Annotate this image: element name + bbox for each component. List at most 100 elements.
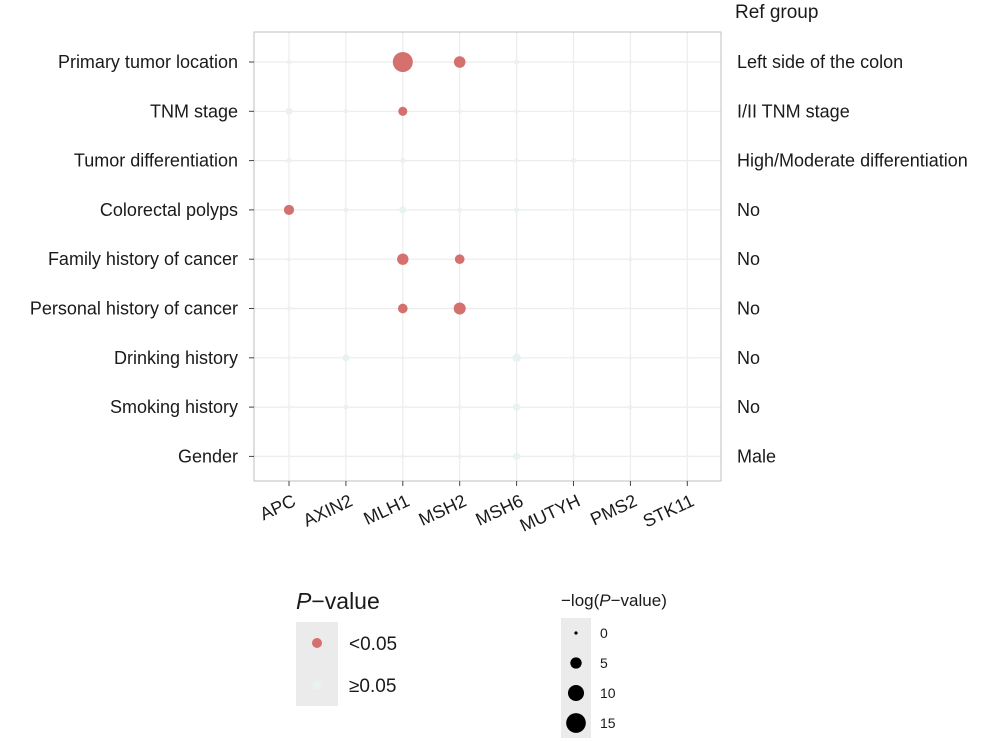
point-axin2-primary-tumor-location: [344, 60, 348, 64]
point-mutyh-gender: [571, 454, 576, 459]
point-stk11-tnm-stage: [685, 109, 689, 113]
ref-group-label-primary-tumor-location: Left side of the colon: [737, 52, 903, 72]
point-msh2-primary-tumor-location: [453, 56, 466, 68]
point-axin2-family-history-of-cancer: [344, 257, 348, 261]
ref-group-label-family-history-of-cancer: No: [737, 249, 760, 269]
point-pms2-family-history-of-cancer: [628, 257, 633, 262]
ref-group-header: Ref group: [735, 2, 818, 23]
point-mlh1-gender: [400, 454, 405, 459]
point-msh2-gender: [457, 454, 462, 459]
point-msh2-tumor-differentiation: [458, 159, 462, 163]
point-mutyh-drinking-history: [572, 356, 575, 360]
y-tick-label-tnm-stage: TNM stage: [150, 101, 238, 121]
legend-p-value-title-italic: P: [296, 588, 312, 614]
legend-p-value-swatch: [312, 638, 322, 648]
legend-size-label: 5: [600, 655, 608, 671]
y-tick-label-colorectal-polyps: Colorectal polyps: [100, 200, 238, 220]
legend-p-value-label: <0.05: [349, 634, 397, 655]
point-pms2-tumor-differentiation: [628, 159, 632, 163]
legend-p-value-keys: <0.05 ≥0.05: [296, 622, 397, 706]
point-axin2-gender: [344, 454, 348, 458]
point-mutyh-family-history-of-cancer: [572, 257, 575, 261]
point-pms2-personal-history-of-cancer: [628, 307, 632, 310]
point-mlh1-primary-tumor-location: [392, 52, 413, 72]
legend-size-swatch: [570, 657, 582, 669]
point-mutyh-tnm-stage: [572, 109, 575, 113]
point-mlh1-personal-history-of-cancer: [397, 303, 408, 314]
point-msh6-colorectal-polyps: [514, 207, 520, 213]
x-tick-label-mlh1: MLH1: [361, 490, 413, 528]
y-tick-label-primary-tumor-location: Primary tumor location: [58, 52, 238, 72]
point-axin2-colorectal-polyps: [343, 207, 349, 213]
point-pms2-colorectal-polyps: [628, 208, 632, 212]
grid-layer: [254, 32, 721, 481]
point-apc-family-history-of-cancer: [287, 257, 291, 262]
point-msh6-drinking-history: [512, 353, 521, 363]
y-tick-label-family-history-of-cancer: Family history of cancer: [48, 249, 238, 269]
point-msh6-tumor-differentiation: [514, 158, 519, 163]
y-tick-label-drinking-history: Drinking history: [114, 348, 238, 368]
legend-size-title-pre: −log(: [561, 591, 600, 610]
point-mutyh-personal-history-of-cancer: [572, 307, 575, 310]
point-msh2-smoking-history: [457, 405, 462, 410]
x-tick-label-stk11: STK11: [640, 490, 697, 531]
x-tick-label-mutyh: MUTYH: [517, 490, 583, 535]
legend-size-swatch: [566, 713, 586, 733]
point-mlh1-family-history-of-cancer: [397, 253, 409, 265]
tick-layer: [249, 61, 688, 486]
legend-p-value-swatch: [312, 680, 322, 690]
point-mlh1-tnm-stage: [398, 106, 408, 116]
point-mlh1-smoking-history: [401, 405, 405, 409]
point-msh2-personal-history-of-cancer: [453, 302, 466, 315]
point-stk11-smoking-history: [685, 405, 689, 409]
point-apc-smoking-history: [287, 405, 291, 410]
legend-size-title-post: −value): [611, 591, 667, 610]
ref-group-label-smoking-history: No: [737, 397, 760, 417]
x-tick-label-msh6: MSH6: [473, 490, 527, 529]
point-stk11-personal-history-of-cancer: [685, 307, 689, 310]
point-stk11-family-history-of-cancer: [685, 257, 689, 261]
legend-size-swatch: [567, 684, 585, 702]
point-apc-tumor-differentiation: [286, 158, 292, 164]
point-apc-primary-tumor-location: [286, 59, 292, 65]
ref-group-label-colorectal-polyps: No: [737, 200, 760, 220]
x-tick-label-pms2: PMS2: [587, 490, 640, 529]
point-msh2-drinking-history: [458, 356, 462, 360]
point-apc-personal-history-of-cancer: [287, 306, 291, 311]
point-mutyh-colorectal-polyps: [572, 208, 575, 212]
point-stk11-colorectal-polyps: [685, 208, 689, 212]
ref-group-label-tnm-stage: I/II TNM stage: [737, 101, 850, 121]
ref-group-label-personal-history-of-cancer: No: [737, 299, 760, 319]
point-msh2-colorectal-polyps: [457, 207, 462, 213]
point-pms2-smoking-history: [628, 405, 633, 410]
point-msh6-tnm-stage: [514, 109, 519, 114]
legend-size-label: 10: [600, 685, 616, 701]
legend-size-label: 0: [600, 625, 608, 641]
point-stk11-tumor-differentiation: [685, 159, 689, 163]
point-axin2-smoking-history: [343, 404, 349, 410]
ref-group-label-gender: Male: [737, 446, 776, 466]
point-msh6-family-history-of-cancer: [515, 257, 519, 261]
point-axin2-drinking-history: [342, 354, 350, 362]
point-apc-tnm-stage: [285, 107, 293, 115]
ref-group-label-tumor-differentiation: High/Moderate differentiation: [737, 151, 968, 171]
y-tick-label-smoking-history: Smoking history: [110, 397, 238, 417]
point-stk11-drinking-history: [685, 356, 689, 360]
y-tick-label-gender: Gender: [178, 446, 238, 466]
point-mutyh-tumor-differentiation: [570, 158, 577, 164]
point-msh6-personal-history-of-cancer: [515, 307, 519, 310]
y-tick-label-personal-history-of-cancer: Personal history of cancer: [30, 299, 238, 319]
point-apc-gender: [287, 454, 291, 458]
legend-p-value-label: ≥0.05: [349, 676, 396, 697]
point-mutyh-primary-tumor-location: [572, 60, 575, 64]
point-axin2-tumor-differentiation: [344, 159, 348, 163]
legend-p-value-title: P−value: [296, 588, 380, 614]
ref-group-label-drinking-history: No: [737, 348, 760, 368]
point-pms2-tnm-stage: [628, 109, 633, 114]
point-msh2-family-history-of-cancer: [454, 254, 465, 265]
legend-size-title-italic: P: [599, 591, 611, 610]
x-tick-label-axin2: AXIN2: [300, 490, 356, 530]
point-layer: [283, 52, 689, 460]
point-pms2-primary-tumor-location: [628, 60, 633, 64]
